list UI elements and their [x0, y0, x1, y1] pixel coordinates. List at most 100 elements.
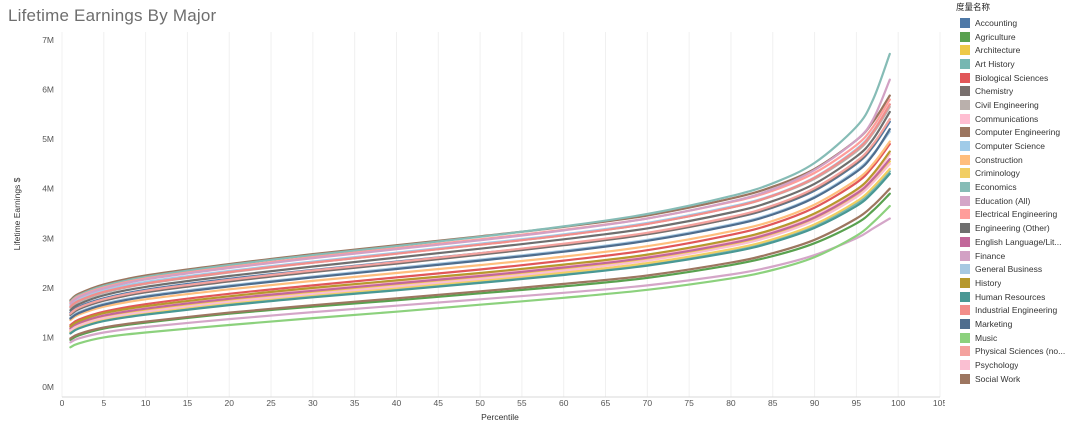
- legend-item[interactable]: English Language/Lit...: [950, 235, 1078, 249]
- legend-item[interactable]: Finance: [950, 249, 1078, 263]
- grid-lines: [61, 32, 941, 397]
- legend-item[interactable]: Computer Engineering: [950, 126, 1078, 140]
- y-tick-label: 0M: [42, 382, 54, 392]
- x-tick-label: 60: [559, 398, 569, 408]
- legend-swatch: [960, 264, 970, 275]
- legend-item[interactable]: Civil Engineering: [950, 98, 1078, 112]
- series-line-english-language-lit[interactable]: [69, 157, 891, 330]
- x-tick-label: 100: [891, 398, 905, 408]
- series-line-psychology[interactable]: [69, 162, 891, 332]
- legend-label: Social Work: [975, 373, 1021, 384]
- x-tick-label: 65: [601, 398, 611, 408]
- legend-label: Criminology: [975, 168, 1020, 179]
- legend-item[interactable]: Agriculture: [950, 30, 1078, 44]
- x-tick-label: 0: [60, 398, 65, 408]
- legend-item[interactable]: Chemistry: [950, 84, 1078, 98]
- legend-item[interactable]: Industrial Engineering: [950, 303, 1078, 317]
- x-tick-label: 20: [225, 398, 235, 408]
- legend-label: Electrical Engineering: [975, 209, 1058, 220]
- x-axis-ticks: 0 5 10 15 20 25 30 35 40 45 50 55 60 65 70 75 80 85 90 95 10…: [60, 398, 945, 408]
- y-tick-label: 3M: [42, 233, 54, 243]
- y-tick-label: 5M: [42, 134, 54, 144]
- legend-item[interactable]: History: [950, 276, 1078, 290]
- x-tick-label: 40: [392, 398, 402, 408]
- legend-label: Construction: [975, 154, 1023, 165]
- x-tick-label: 10: [141, 398, 151, 408]
- legend-swatch: [960, 154, 970, 165]
- legend-item[interactable]: Human Resources: [950, 290, 1078, 304]
- series-line-chemistry[interactable]: [69, 118, 891, 317]
- legend-label: History: [975, 277, 1002, 288]
- x-tick-label: 70: [643, 398, 653, 408]
- legend-item[interactable]: Art History: [950, 57, 1078, 71]
- y-tick-label: 1M: [42, 332, 54, 342]
- legend-item[interactable]: Music: [950, 331, 1078, 345]
- series-line-history[interactable]: [69, 150, 891, 328]
- legend-swatch: [960, 223, 970, 234]
- legend-label: Civil Engineering: [975, 99, 1039, 110]
- legend-swatch: [960, 141, 970, 152]
- legend-label: Architecture: [975, 45, 1021, 56]
- legend-item[interactable]: Physical Sciences (no...: [950, 345, 1078, 359]
- legend-item[interactable]: Computer Science: [950, 139, 1078, 153]
- legend-swatch: [960, 360, 970, 371]
- y-tick-label: 6M: [42, 85, 54, 95]
- series-line-physical-sciences-no[interactable]: [69, 118, 891, 315]
- y-tick-label: 4M: [42, 184, 54, 194]
- x-tick-label: 25: [266, 398, 276, 408]
- legend-label: Marketing: [975, 318, 1013, 329]
- legend-label: Agriculture: [975, 31, 1016, 42]
- legend-swatch: [960, 45, 970, 56]
- legend-item[interactable]: Biological Sciences: [950, 71, 1078, 85]
- legend-item[interactable]: Construction: [950, 153, 1078, 167]
- legend-label: Communications: [975, 113, 1039, 124]
- series-line-engineering-other[interactable]: [69, 110, 891, 312]
- legend-swatch: [960, 277, 970, 288]
- legend-item[interactable]: Social Work: [950, 372, 1078, 386]
- legend-item[interactable]: Criminology: [950, 167, 1078, 181]
- legend-item[interactable]: Accounting: [950, 16, 1078, 30]
- legend-item[interactable]: General Business: [950, 262, 1078, 276]
- series-lines[interactable]: [69, 52, 891, 349]
- legend: 度量名称 Accounting Agriculture Architecture Ar…: [950, 2, 1078, 386]
- legend-swatch: [960, 72, 970, 83]
- series-line-social-work[interactable]: [69, 187, 891, 340]
- series-line-marketing[interactable]: [69, 128, 891, 320]
- series-line-economics[interactable]: [69, 52, 891, 303]
- x-tick-label: 80: [726, 398, 736, 408]
- legend-swatch: [960, 346, 970, 357]
- y-tick-label: 7M: [42, 35, 54, 45]
- legend-item[interactable]: Marketing: [950, 317, 1078, 331]
- legend-swatch: [960, 250, 970, 261]
- legend-swatch: [960, 195, 970, 206]
- series-line-biological-sciences[interactable]: [69, 143, 891, 327]
- x-tick-label: 105: [933, 398, 945, 408]
- legend-item[interactable]: Electrical Engineering: [950, 208, 1078, 222]
- legend-swatch: [960, 99, 970, 110]
- series-line-music[interactable]: [69, 205, 891, 349]
- legend-item[interactable]: Communications: [950, 112, 1078, 126]
- legend-label: Computer Science: [975, 141, 1045, 152]
- legend-item[interactable]: Economics: [950, 180, 1078, 194]
- legend-swatch: [960, 332, 970, 343]
- legend-item[interactable]: Education (All): [950, 194, 1078, 208]
- legend-swatch: [960, 318, 970, 329]
- legend-swatch: [960, 168, 970, 179]
- legend-item[interactable]: Psychology: [950, 358, 1078, 372]
- legend-swatch: [960, 86, 970, 97]
- x-tick-label: 35: [350, 398, 360, 408]
- legend-item[interactable]: Architecture: [950, 43, 1078, 57]
- x-tick-label: 95: [852, 398, 862, 408]
- legend-swatch: [960, 305, 970, 316]
- legend-item[interactable]: Engineering (Other): [950, 221, 1078, 235]
- series-line-education-all[interactable]: [69, 217, 891, 344]
- series-line-industrial-engineering[interactable]: [69, 103, 891, 308]
- legend-label: Industrial Engineering: [975, 305, 1058, 316]
- series-line-human-resources[interactable]: [69, 172, 891, 335]
- legend-label: Economics: [975, 182, 1017, 193]
- series-line-finance[interactable]: [69, 78, 891, 305]
- legend-swatch: [960, 31, 970, 42]
- legend-swatch: [960, 209, 970, 220]
- y-tick-label: 2M: [42, 283, 54, 293]
- series-line-construction[interactable]: [69, 140, 891, 322]
